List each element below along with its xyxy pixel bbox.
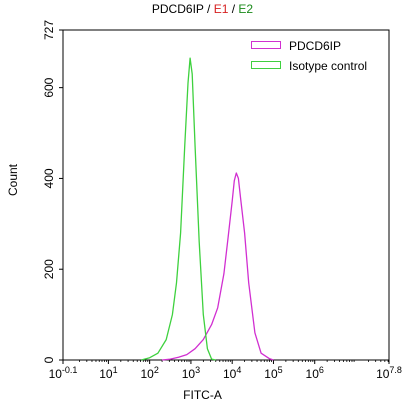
title-part-e2: E2 bbox=[238, 2, 254, 16]
legend-swatch-isotype bbox=[251, 61, 281, 69]
title-part-protein: PDCD6IP bbox=[151, 2, 204, 16]
legend-label: Isotype control bbox=[289, 59, 368, 73]
y-tick-label: 600 bbox=[42, 77, 56, 97]
legend-swatch-pdcd6ip bbox=[251, 41, 281, 49]
series-group bbox=[141, 57, 274, 361]
y-tick-label: 200 bbox=[42, 259, 56, 279]
y-tick-label: 400 bbox=[42, 168, 56, 188]
x-tick-label: 102 bbox=[140, 365, 158, 381]
x-tick-label: 103 bbox=[182, 365, 200, 381]
x-axis: 10-0.1 101 102 103 104 105 106 107.8 bbox=[49, 360, 402, 381]
chart-title: PDCD6IP / E1 / E2 bbox=[0, 2, 405, 18]
legend-label: PDCD6IP bbox=[289, 39, 342, 53]
title-separator: / bbox=[228, 2, 239, 16]
y-axis: 0 200 400 600 727 bbox=[42, 20, 63, 363]
x-tick-label: 104 bbox=[223, 365, 241, 381]
title-separator: / bbox=[203, 2, 214, 16]
y-tick-label: 727 bbox=[42, 20, 56, 40]
y-axis-label: Count bbox=[6, 163, 20, 196]
legend: PDCD6IP Isotype control bbox=[249, 36, 399, 76]
x-tick-label: 106 bbox=[306, 365, 324, 381]
x-tick-label: 101 bbox=[99, 365, 117, 381]
series-line-1 bbox=[141, 57, 216, 361]
title-part-e1: E1 bbox=[213, 2, 229, 16]
plot-area bbox=[62, 29, 390, 361]
x-tick-label: 107.8 bbox=[376, 365, 402, 381]
x-tick-label: 105 bbox=[264, 365, 282, 381]
y-tick-label: 0 bbox=[42, 356, 56, 363]
x-tick-label: 10-0.1 bbox=[49, 365, 78, 381]
legend-item-pdcd6ip: PDCD6IP bbox=[249, 36, 399, 56]
series-line-0 bbox=[161, 172, 274, 361]
x-axis-label: FITC-A bbox=[183, 388, 222, 402]
legend-item-isotype: Isotype control bbox=[249, 56, 399, 76]
